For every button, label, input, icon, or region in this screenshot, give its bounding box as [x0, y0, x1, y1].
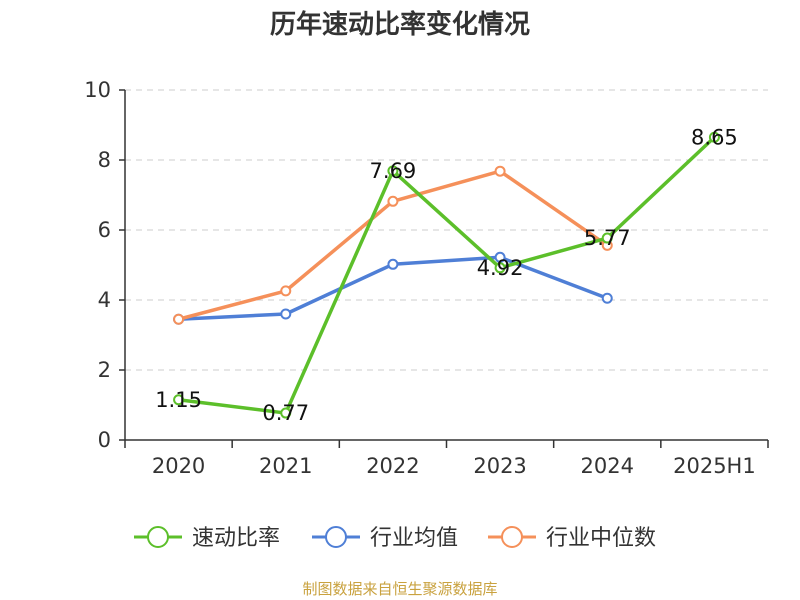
data-label: 4.92 — [477, 256, 524, 280]
data-label: 5.77 — [584, 226, 631, 250]
y-tick-label: 0 — [98, 428, 111, 452]
legend-item[interactable]: 行业均值 — [312, 526, 458, 551]
data-point — [494, 251, 506, 263]
y-tick-label: 2 — [98, 358, 111, 382]
legend[interactable]: 速动比率 行业均值 行业中位数 — [134, 526, 656, 551]
data-point — [494, 262, 506, 274]
data-point — [280, 285, 292, 297]
legend-marker — [325, 526, 347, 548]
data-point — [280, 407, 292, 419]
legend-item[interactable]: 速动比率 — [134, 526, 280, 551]
x-tick-label: 2025H1 — [673, 454, 756, 478]
data-point — [280, 308, 292, 320]
chart-title: 历年速动比率变化情况 — [269, 10, 530, 40]
x-tick-label: 2022 — [366, 454, 419, 478]
x-tick-label: 2024 — [581, 454, 634, 478]
data-point — [173, 394, 185, 406]
x-tick-label: 2021 — [259, 454, 312, 478]
legend-marker — [501, 526, 523, 548]
grid-lines — [125, 89, 768, 371]
series-line — [178, 135, 716, 415]
x-tick-label: 2023 — [473, 454, 526, 478]
data-label: 7.69 — [370, 159, 417, 183]
data-point — [601, 232, 613, 244]
legend-label: 行业中位数 — [546, 526, 656, 551]
series-line — [178, 169, 609, 321]
data-label: 1.15 — [155, 388, 202, 412]
series-lines — [173, 131, 720, 419]
data-point — [601, 292, 613, 304]
x-tick-label: 2020 — [152, 454, 205, 478]
data-labels: 1.15 0.77 7.69 4.92 5.77 8.65 — [155, 125, 738, 425]
axes: 0 2 4 6 8 10 2020 2021 2022 2023 2024 2025H1 — [84, 78, 769, 478]
legend-label: 行业均值 — [370, 526, 458, 551]
y-tick-label: 8 — [98, 148, 111, 172]
data-point — [494, 165, 506, 177]
data-point — [387, 258, 399, 270]
data-point — [173, 313, 185, 325]
y-tick-label: 10 — [84, 78, 111, 102]
data-point — [387, 195, 399, 207]
y-tick-label: 6 — [98, 218, 111, 242]
data-label: 0.77 — [262, 401, 309, 425]
legend-marker — [147, 526, 169, 548]
data-label: 8.65 — [691, 125, 738, 149]
legend-item[interactable]: 行业中位数 — [488, 526, 656, 551]
y-tick-label: 4 — [98, 288, 111, 312]
legend-label: 速动比率 — [192, 526, 280, 551]
data-point — [708, 131, 720, 143]
source-note: 制图数据来自恒生聚源数据库 — [302, 580, 498, 598]
data-point — [387, 165, 399, 177]
